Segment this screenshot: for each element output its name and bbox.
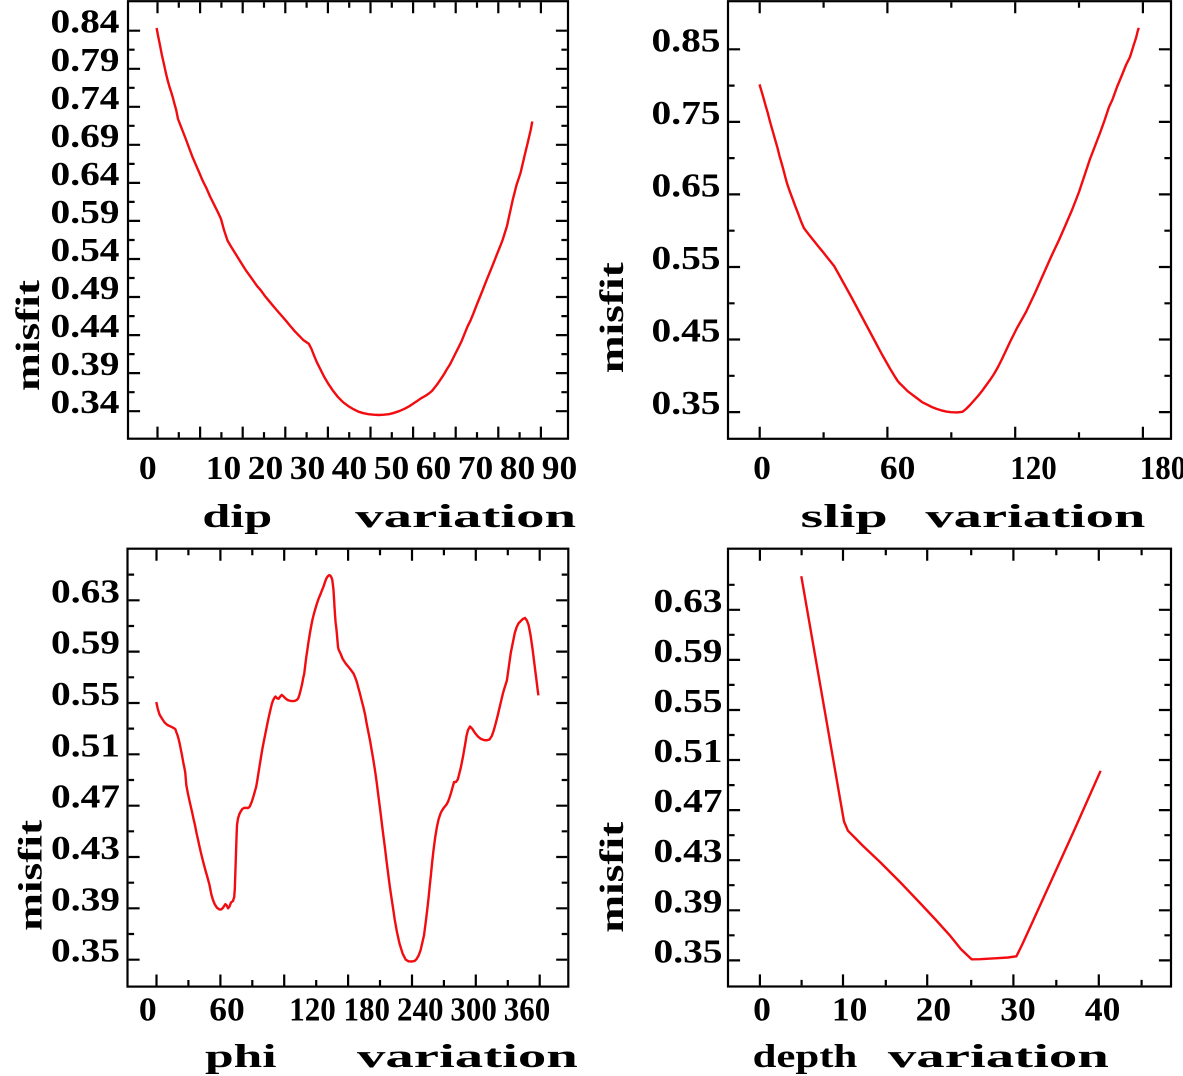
svg-text:0.79: 0.79	[51, 42, 120, 79]
svg-text:40: 40	[1085, 992, 1121, 1029]
svg-text:180: 180	[344, 992, 391, 1029]
svg-text:0.35: 0.35	[654, 933, 723, 970]
svg-text:0.59: 0.59	[51, 194, 120, 231]
svg-text:20: 20	[916, 992, 952, 1029]
svg-text:0: 0	[753, 450, 771, 487]
svg-text:40: 40	[332, 450, 368, 487]
svg-text:90: 90	[542, 450, 578, 487]
svg-text:0.39: 0.39	[654, 883, 723, 920]
svg-text:70: 70	[458, 450, 494, 487]
svg-text:20: 20	[248, 450, 284, 487]
svg-text:depth: depth	[753, 1039, 858, 1075]
svg-text:0.39: 0.39	[51, 346, 120, 383]
svg-text:0.43: 0.43	[51, 830, 120, 867]
svg-text:10: 10	[206, 450, 242, 487]
svg-text:misfit: misfit	[13, 819, 50, 931]
svg-text:300: 300	[450, 992, 497, 1029]
svg-text:0.43: 0.43	[654, 833, 723, 870]
svg-text:180: 180	[1140, 450, 1183, 487]
svg-text:0.64: 0.64	[51, 156, 120, 193]
svg-text:0.34: 0.34	[51, 384, 120, 421]
svg-text:variation: variation	[925, 499, 1145, 535]
svg-text:0.54: 0.54	[51, 232, 120, 269]
svg-text:10: 10	[832, 992, 868, 1029]
svg-text:0.35: 0.35	[51, 933, 120, 970]
svg-text:0.45: 0.45	[652, 313, 721, 350]
svg-text:80: 80	[500, 450, 536, 487]
svg-text:0.39: 0.39	[51, 881, 120, 918]
svg-text:0.44: 0.44	[51, 308, 120, 345]
svg-text:dip: dip	[202, 499, 272, 535]
svg-text:variation: variation	[357, 1039, 578, 1075]
svg-text:0.63: 0.63	[654, 583, 723, 620]
svg-text:slip: slip	[801, 499, 888, 535]
svg-text:0.47: 0.47	[654, 783, 723, 820]
svg-text:0.74: 0.74	[51, 80, 120, 117]
svg-text:0.63: 0.63	[51, 573, 120, 610]
svg-text:misfit: misfit	[10, 279, 47, 391]
svg-text:120: 120	[1010, 450, 1057, 487]
svg-text:0.47: 0.47	[51, 779, 120, 816]
svg-text:120: 120	[289, 992, 336, 1029]
svg-text:phi: phi	[205, 1039, 277, 1075]
svg-text:0.84: 0.84	[51, 4, 120, 41]
svg-text:30: 30	[1000, 992, 1036, 1029]
svg-text:60: 60	[416, 450, 452, 487]
svg-text:0.51: 0.51	[51, 727, 120, 764]
svg-text:60: 60	[880, 450, 916, 487]
svg-text:0.49: 0.49	[51, 270, 120, 307]
svg-text:0.75: 0.75	[652, 95, 721, 132]
svg-text:360: 360	[504, 992, 551, 1029]
svg-text:0.65: 0.65	[652, 167, 721, 204]
svg-text:0.55: 0.55	[652, 240, 721, 277]
svg-text:0.35: 0.35	[652, 385, 721, 422]
svg-text:misfit: misfit	[594, 821, 631, 933]
svg-text:0: 0	[753, 992, 771, 1029]
svg-text:misfit: misfit	[594, 261, 631, 373]
svg-text:60: 60	[209, 992, 245, 1029]
svg-text:0.85: 0.85	[652, 22, 721, 59]
svg-text:variation: variation	[355, 499, 576, 535]
svg-text:0.59: 0.59	[51, 625, 120, 662]
svg-text:0.59: 0.59	[654, 633, 723, 670]
svg-text:240: 240	[397, 992, 444, 1029]
svg-text:variation: variation	[888, 1039, 1109, 1075]
svg-text:0: 0	[139, 992, 157, 1029]
svg-text:0: 0	[139, 450, 157, 487]
svg-text:0.55: 0.55	[51, 676, 120, 713]
svg-text:50: 50	[374, 450, 410, 487]
svg-text:0.51: 0.51	[654, 733, 723, 770]
svg-text:0.55: 0.55	[654, 683, 723, 720]
svg-text:30: 30	[290, 450, 326, 487]
svg-text:0.69: 0.69	[51, 118, 120, 155]
